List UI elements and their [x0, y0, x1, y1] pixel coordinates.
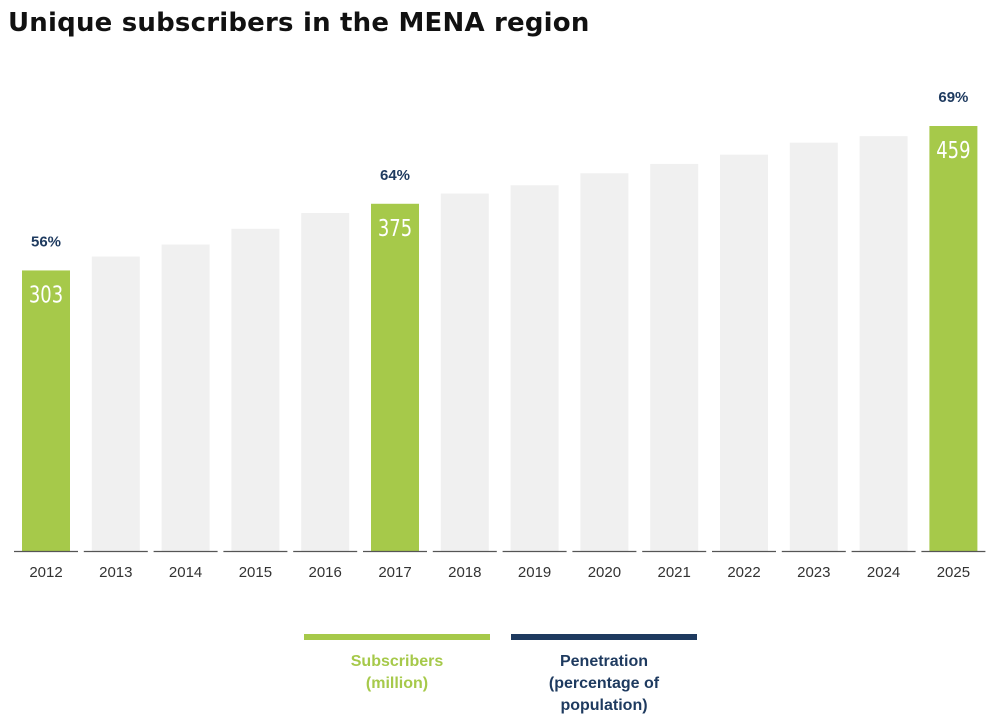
bar-chart: 303 375 459 56% 64% 69% 2012 2013 2014 2015 2016…: [14, 89, 986, 581]
penetration-label: 69%: [938, 89, 968, 106]
penetration-labels: 56% 64% 69%: [31, 89, 968, 250]
x-tick-label: 2021: [658, 564, 691, 581]
penetration-label: 56%: [31, 233, 61, 250]
x-tick-label: 2015: [239, 564, 272, 581]
bar-value-label: 375: [378, 215, 412, 242]
legend-penetration: Penetration (percentage of population): [511, 634, 697, 717]
x-tick-label: 2013: [99, 564, 132, 581]
bar-2016: [301, 213, 350, 551]
legend-swatch-penetration: [511, 634, 697, 640]
x-tick-label: 2012: [29, 564, 62, 581]
bar-2013: [91, 256, 140, 551]
bar-2024: [859, 136, 908, 551]
bar-2019: [510, 185, 559, 551]
legend-label-penetration: Penetration (percentage of population): [548, 653, 660, 714]
bar-2025: [929, 126, 978, 551]
legend-label-subscribers: Subscribers (million): [350, 653, 444, 692]
chart-title: Unique subscribers in the MENA region: [8, 8, 590, 38]
x-tick-label: 2022: [727, 564, 760, 581]
bars-group: [22, 126, 978, 552]
penetration-label: 64%: [380, 167, 410, 184]
x-tick-label: 2014: [169, 564, 202, 581]
bar-value-labels: 303 375 459: [29, 137, 971, 308]
bar-2020: [580, 173, 629, 551]
x-tick-label: 2025: [937, 564, 970, 581]
bar-2012: [22, 270, 70, 551]
bar-2014: [161, 244, 210, 551]
bar-2017: [371, 203, 419, 551]
bar-2018: [440, 193, 489, 551]
x-tick-label: 2017: [378, 564, 411, 581]
bar-value-label: 459: [936, 137, 970, 164]
bar-value-label: 303: [29, 281, 63, 308]
bar-2023: [789, 142, 838, 551]
bar-2015: [231, 228, 280, 551]
legend-swatch-subscribers: [304, 634, 490, 640]
x-tick-label: 2018: [448, 564, 481, 581]
bar-2022: [720, 154, 768, 551]
x-tick-label: 2020: [588, 564, 621, 581]
bar-2021: [650, 163, 699, 552]
x-tick-label: 2019: [518, 564, 551, 581]
x-tick-label: 2024: [867, 564, 900, 581]
x-tick-labels: 2012 2013 2014 2015 2016 2017 2018 2019 2020 2021…: [29, 564, 970, 581]
x-tick-label: 2016: [309, 564, 342, 581]
legend-subscribers: Subscribers (million): [304, 634, 490, 695]
x-tick-label: 2023: [797, 564, 830, 581]
